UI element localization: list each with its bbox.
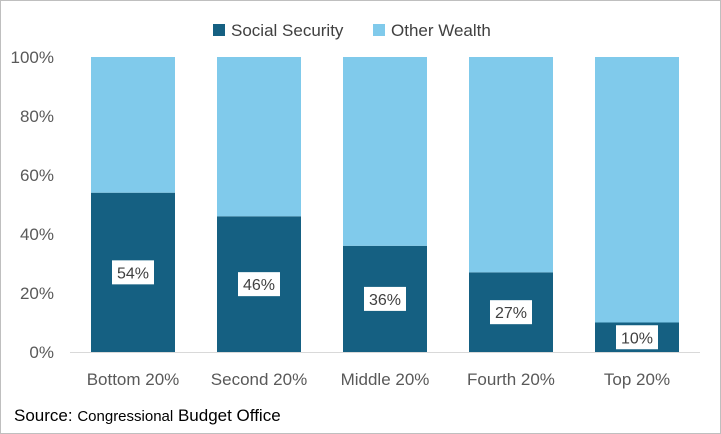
x-axis: Bottom 20% Second 20% Middle 20% Fourth 20%…	[70, 352, 700, 389]
data-label-box	[364, 286, 406, 311]
x-tick-label: Middle 20%	[341, 370, 430, 389]
y-tick-label: 60%	[20, 166, 54, 185]
y-tick-label: 20%	[20, 284, 54, 303]
y-tick-label: 80%	[20, 107, 54, 126]
data-label-box	[238, 272, 280, 297]
bar-other-wealth	[217, 57, 301, 217]
data-label-box	[112, 260, 154, 285]
legend: Social Security Other Wealth	[213, 21, 491, 40]
legend-label-0: Social Security	[231, 21, 344, 40]
source-org-part2: Budget Office	[177, 406, 281, 425]
data-label: 36%	[369, 292, 401, 309]
x-tick-label: Second 20%	[211, 370, 307, 389]
data-label-box	[490, 300, 532, 325]
x-tick-label: Top 20%	[604, 370, 670, 389]
data-label: 27%	[495, 305, 527, 322]
legend-label-1: Other Wealth	[391, 21, 491, 40]
data-label: 46%	[243, 277, 275, 294]
bar-other-wealth	[91, 57, 175, 193]
bars: 54% 46% 36% 27% 10%	[91, 57, 679, 352]
legend-swatch-0	[213, 24, 225, 36]
bar-other-wealth	[469, 57, 553, 273]
source-note: Source: Congressional Budget Office	[14, 406, 281, 426]
y-axis: 0% 20% 40% 60% 80% 100%	[11, 48, 54, 362]
legend-swatch-1	[373, 24, 385, 36]
source-prefix: Source:	[14, 406, 73, 425]
y-tick-label: 0%	[29, 343, 54, 362]
y-tick-label: 40%	[20, 225, 54, 244]
data-label: 54%	[117, 265, 149, 282]
bar-other-wealth	[343, 57, 427, 246]
y-tick-label: 100%	[11, 48, 54, 67]
data-label: 10%	[621, 330, 653, 347]
data-label-box	[616, 325, 658, 350]
bar-other-wealth	[595, 57, 679, 323]
x-tick-label: Bottom 20%	[87, 370, 180, 389]
source-org-part1: Congressional	[77, 408, 174, 425]
x-tick-label: Fourth 20%	[467, 370, 555, 389]
